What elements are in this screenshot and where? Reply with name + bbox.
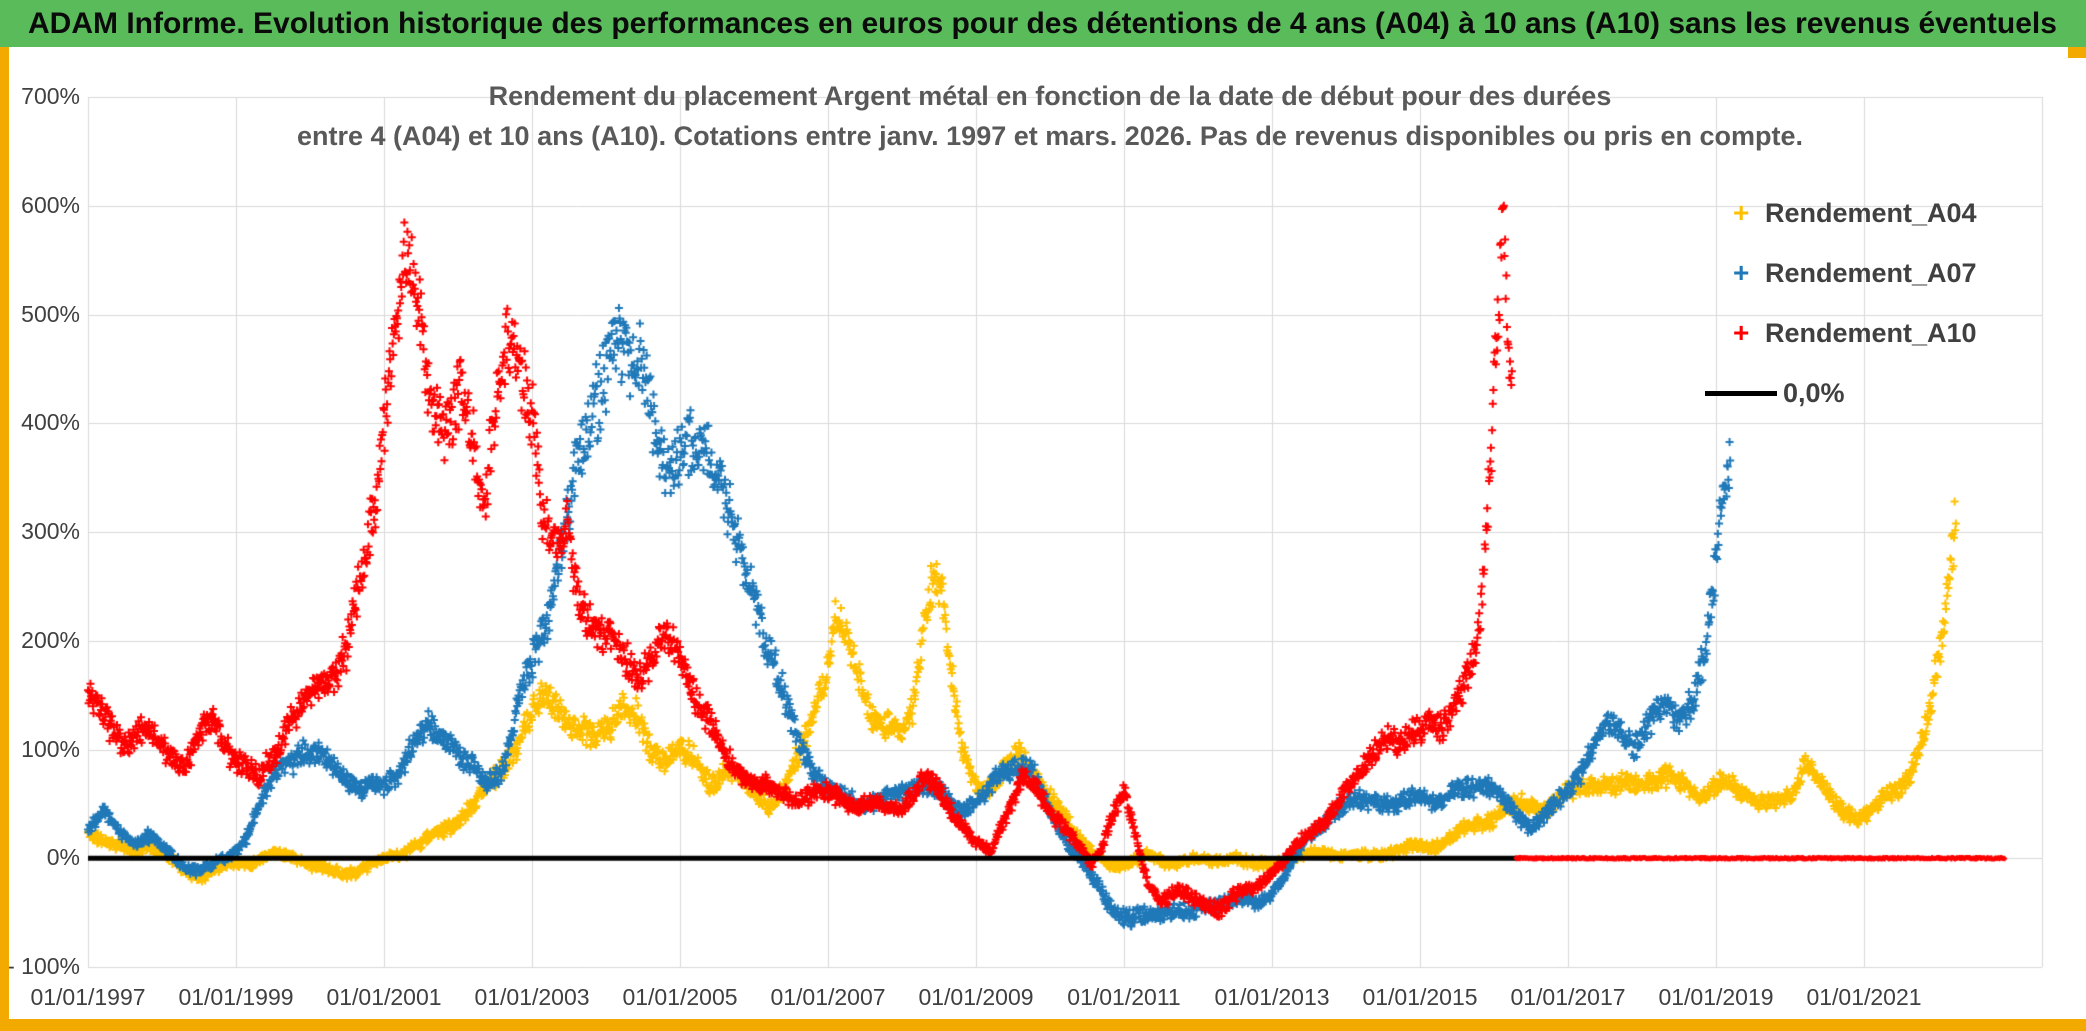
- x-tick-label: 01/01/2021: [1806, 984, 1922, 1010]
- left-accent-strip: [0, 47, 9, 1031]
- legend-item-a04: + Rendement_A04: [1733, 183, 1977, 243]
- x-tick-label: 01/01/2005: [622, 984, 738, 1010]
- legend-label-a07: Rendement_A07: [1765, 257, 1977, 288]
- plus-marker-icon: +: [1733, 197, 1750, 228]
- x-tick-label: 01/01/2007: [770, 984, 886, 1010]
- plus-marker-icon: +: [1733, 317, 1750, 348]
- x-tick-label: 01/01/2009: [918, 984, 1034, 1010]
- y-tick-label: 300%: [21, 518, 80, 544]
- chart-title: Rendement du placement Argent métal en f…: [150, 76, 1950, 156]
- y-tick-label: 700%: [21, 83, 80, 109]
- zero-line-marker-icon: [1705, 390, 1777, 396]
- bottom-accent-strip: [0, 1019, 2086, 1031]
- y-tick-label: 500%: [21, 300, 80, 327]
- legend-item-a07: + Rendement_A07: [1733, 243, 1977, 303]
- x-tick-label: 01/01/2013: [1214, 984, 1330, 1010]
- legend-label-a04: Rendement_A04: [1765, 197, 1977, 228]
- x-tick-label: 01/01/2017: [1510, 984, 1626, 1010]
- x-tick-label: 01/01/2015: [1362, 984, 1478, 1010]
- y-tick-label: 600%: [21, 191, 80, 218]
- legend-item-a10: + Rendement_A10: [1733, 303, 1977, 363]
- chart-title-line1: Rendement du placement Argent métal en f…: [488, 81, 1612, 111]
- y-tick-label: 200%: [21, 626, 80, 653]
- header-title: ADAM Informe. Evolution historique des p…: [28, 6, 2057, 40]
- header-bar: ADAM Informe. Evolution historique des p…: [0, 0, 2086, 47]
- x-tick-label: 01/01/2019: [1658, 984, 1774, 1010]
- legend-label-a10: Rendement_A10: [1765, 317, 1977, 348]
- legend-label-zero: 0,0%: [1783, 377, 1845, 408]
- x-tick-label: 01/01/2003: [474, 984, 590, 1010]
- x-tick-label: 01/01/2011: [1067, 984, 1181, 1010]
- y-tick-label: 400%: [21, 409, 80, 436]
- chart-legend: + Rendement_A04 + Rendement_A07 + Rendem…: [1705, 183, 1977, 423]
- legend-item-zero-line: 0,0%: [1705, 363, 1977, 423]
- x-tick-label: 01/01/1997: [30, 984, 146, 1010]
- x-tick-label: 01/01/1999: [178, 984, 294, 1010]
- x-tick-label: 01/01/2001: [326, 984, 442, 1010]
- y-tick-label: 0%: [46, 844, 80, 871]
- plus-marker-icon: +: [1733, 257, 1750, 288]
- y-tick-label: - 100%: [7, 953, 80, 979]
- chart-title-line2: entre 4 (A04) et 10 ans (A10). Cotations…: [296, 121, 1804, 151]
- y-tick-label: 100%: [21, 735, 80, 762]
